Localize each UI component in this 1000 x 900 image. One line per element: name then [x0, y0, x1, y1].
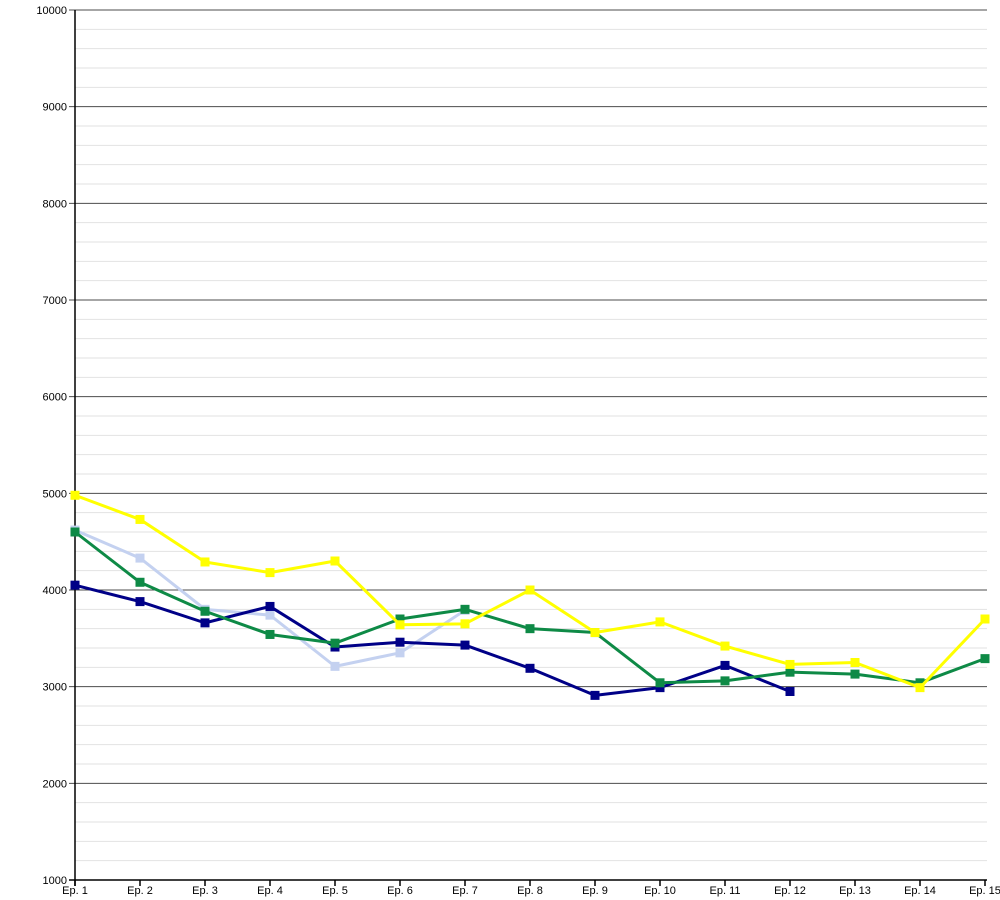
y-tick-label: 10000 — [36, 5, 67, 17]
data-point — [330, 556, 340, 566]
data-point — [135, 553, 145, 563]
x-tick-label: Ep. 15 — [969, 885, 1000, 897]
data-point — [135, 577, 145, 587]
data-point — [720, 660, 730, 670]
y-tick-label: 5000 — [43, 488, 67, 500]
y-tick-label: 3000 — [43, 682, 67, 694]
data-point — [70, 527, 80, 537]
x-tick-label: Ep. 9 — [582, 885, 608, 897]
data-point — [850, 669, 860, 679]
data-point — [265, 601, 275, 611]
gridlines — [69, 9, 987, 881]
data-point — [70, 580, 80, 590]
data-point — [525, 585, 535, 595]
x-tick-label: Ep. 12 — [774, 885, 806, 897]
x-tick-label: Ep. 6 — [387, 885, 413, 897]
data-point — [785, 667, 795, 677]
data-point — [330, 638, 340, 648]
data-point — [915, 683, 925, 693]
y-tick-label: 4000 — [43, 585, 67, 597]
data-point — [265, 629, 275, 639]
series-yellow — [70, 490, 990, 693]
data-point — [915, 678, 925, 688]
x-tick-label: Ep. 4 — [257, 885, 283, 897]
data-point — [265, 610, 275, 620]
x-axis-labels: Ep. 1 Ep. 2 Ep. 3 Ep. 4 Ep. 5 Ep. 6 Ep. 7 Ep. 8… — [62, 885, 1000, 897]
data-point — [265, 568, 275, 578]
data-point — [135, 597, 145, 607]
x-tick-label: Ep. 8 — [517, 885, 543, 897]
x-tick-label: Ep. 1 — [62, 885, 88, 897]
y-tick-label: 7000 — [43, 295, 67, 307]
data-point — [460, 604, 470, 614]
data-point — [980, 614, 990, 624]
x-tick-label: Ep. 2 — [127, 885, 153, 897]
data-point — [525, 663, 535, 673]
data-point — [330, 661, 340, 671]
data-point — [980, 654, 990, 664]
series-line-light-blue — [73, 528, 467, 668]
data-point — [395, 648, 405, 658]
data-point — [70, 490, 80, 500]
data-point — [395, 620, 405, 630]
data-point — [785, 687, 795, 696]
data-point — [720, 641, 730, 651]
series-line-green — [73, 530, 987, 685]
data-point — [655, 617, 665, 627]
data-point — [525, 624, 535, 634]
axes — [69, 10, 987, 886]
data-point — [135, 514, 145, 524]
data-point — [850, 658, 860, 667]
x-tick-label: Ep. 14 — [904, 885, 936, 897]
x-tick-label: Ep. 3 — [192, 885, 218, 897]
y-tick-label: 6000 — [43, 392, 67, 404]
x-tick-label: Ep. 7 — [452, 885, 478, 897]
data-point — [785, 659, 795, 669]
x-tick-label: Ep. 13 — [839, 885, 871, 897]
x-tick-label: Ep. 11 — [710, 885, 741, 897]
data-point — [720, 676, 730, 686]
data-point — [200, 606, 210, 616]
data-point — [460, 640, 470, 650]
data-point — [200, 557, 210, 567]
data-point — [200, 618, 210, 628]
y-tick-label: 8000 — [43, 198, 67, 210]
data-point — [395, 637, 405, 647]
x-tick-label: Ep. 10 — [644, 885, 676, 897]
y-tick-label: 2000 — [43, 778, 67, 790]
x-tick-label: Ep. 5 — [322, 885, 348, 897]
data-point — [395, 614, 405, 624]
data-point — [460, 619, 470, 629]
y-tick-label: 9000 — [43, 102, 67, 114]
data-point — [655, 683, 665, 693]
data-point — [590, 628, 600, 638]
data-point — [655, 678, 665, 688]
y-tick-label: 1000 — [43, 875, 67, 887]
data-point — [590, 690, 600, 700]
y-axis-labels: 10000 9000 8000 7000 6000 5000 4000 3000 2000 100… — [36, 5, 67, 887]
